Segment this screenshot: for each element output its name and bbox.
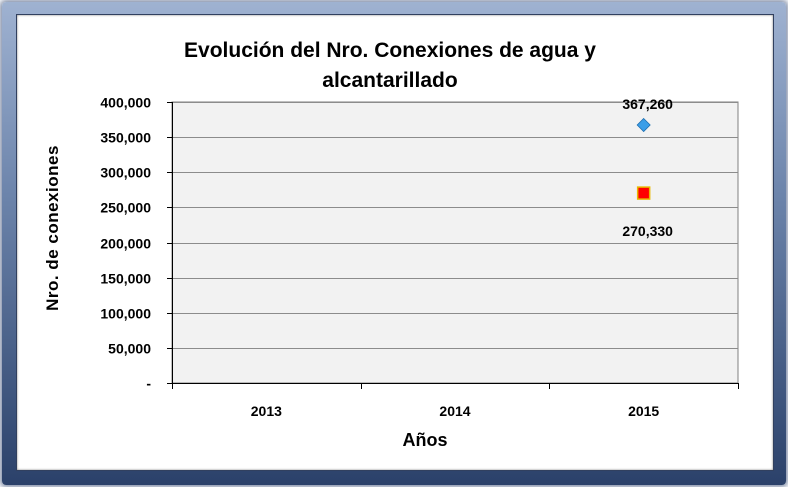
- y-tick-label: 150,000: [100, 271, 151, 287]
- data-point-square: [636, 186, 651, 200]
- axes: [167, 102, 739, 389]
- x-tick-label: 2015: [628, 403, 659, 419]
- y-tick-label: 50,000: [108, 341, 151, 357]
- y-tick-label: 200,000: [100, 236, 151, 252]
- y-tick-label: 250,000: [100, 200, 151, 216]
- y-tick-label: 400,000: [100, 95, 151, 111]
- x-tick-label: 2013: [251, 403, 282, 419]
- data-labels: 367,260 270,330: [622, 96, 673, 239]
- data-markers: [636, 117, 651, 200]
- y-tick-label: 300,000: [100, 165, 151, 181]
- y-tick-label: 350,000: [100, 130, 151, 146]
- y-tick-label: -: [146, 376, 151, 392]
- chart-title-line-2: alcantarillado: [322, 69, 458, 92]
- gridlines: [172, 102, 738, 349]
- x-tick-label: 2014: [439, 403, 470, 419]
- plot-area: [171, 101, 739, 384]
- data-label: 367,260: [622, 96, 673, 112]
- y-tick-labels: - 50,000 100,000 150,000 200,000 250,000 300,0…: [100, 95, 151, 392]
- data-point-diamond: [636, 117, 651, 133]
- chart-title-line-1: Evolución del Nro. Conexiones de agua y: [184, 39, 596, 62]
- x-axis-title: Años: [402, 430, 448, 450]
- y-tick-label: 100,000: [100, 306, 151, 322]
- data-label: 270,330: [622, 223, 673, 239]
- chart-title: Evolución del Nro. Conexiones de agua y …: [60, 36, 720, 96]
- x-tick-labels: 2013 2014 2015: [251, 403, 660, 419]
